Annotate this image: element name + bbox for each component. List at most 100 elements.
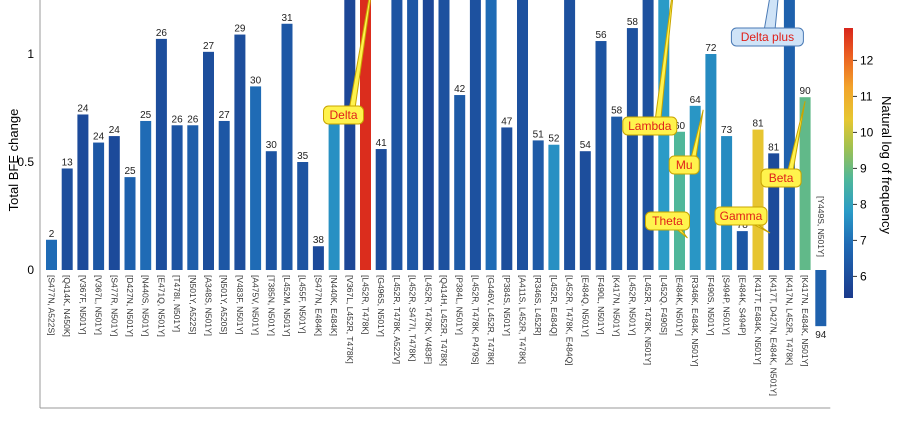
bar-rank-label: 72 [705,43,717,54]
bar [783,0,795,270]
y-tick-label: 0.5 [17,155,34,169]
annotation-callout: Delta plus [730,0,804,47]
x-tick-label: [Q414K, N450K] [62,275,72,337]
bar [721,136,733,270]
bar-rank-label: 30 [250,75,262,86]
x-tick-label: [V367L, N501Y] [94,275,104,335]
bar-rank-label: 94 [815,330,827,341]
bar [250,86,262,271]
x-tick-label: [L452M, N501Y] [282,275,292,336]
bar [77,114,89,270]
bar [265,151,277,270]
bar [171,125,183,270]
bar-rank-label: 64 [690,95,702,106]
bar [485,0,497,270]
colorbar-tick-label: 8 [860,197,867,211]
callout-box [323,105,364,125]
annotation-callout: Delta [323,0,371,125]
bar [705,54,717,270]
bar-rank-label: 52 [548,134,560,145]
x-tick-label: [L452R, T478K, E484Q] [565,275,575,366]
bar-rank-label: 29 [234,24,246,35]
colorbar-tick-label: 7 [860,233,867,247]
x-tick-label: [S477N, E484K] [313,275,323,336]
bar [532,140,544,270]
annotation-callout: Beta [760,101,806,188]
bar [674,131,685,270]
bar [124,177,136,270]
bar-rank-label: 81 [752,119,764,130]
x-tick-label: [E484K, S494P] [737,275,747,336]
x-tick-label: [A348S, N501Y] [204,275,214,336]
bar-rank-label: 54 [580,140,592,151]
colorbar-tick-label: 6 [860,269,867,283]
bar [579,151,591,270]
bar [281,23,293,271]
bar-rank-label: 25 [140,110,152,121]
bar [689,105,701,270]
x-tick-label: [L452R, N501Y] [627,275,637,335]
bar [768,153,780,270]
bar [61,168,73,270]
bar [438,0,450,270]
x-tick-label: [Q414H, L452R, T478K] [439,275,449,366]
bar [548,144,560,270]
callout-text: Mu [676,158,693,172]
bar [375,149,387,270]
bar-rank-label: 60 [674,121,686,132]
y-axis-label: Total BFE change [6,109,21,212]
bar-rank-label: 24 [109,125,121,136]
x-tick-label: [N440S, N501Y] [141,275,151,336]
bar [736,231,748,270]
x-tick-label: [A475V, N501Y] [251,275,261,335]
bar [501,127,513,270]
bar-rank-label: 73 [721,125,733,136]
callout-text: Beta [769,171,794,185]
bar [344,0,356,271]
x-tick-label: [E484K, N501Y] [675,275,685,336]
bar-rank-label: 78 [737,220,749,231]
bar [391,0,403,270]
x-tick-label: [E484Q, N501Y] [580,275,590,337]
bar [595,41,607,270]
x-tick-label: [T385N, N501Y] [266,275,276,336]
callout-box [622,116,678,136]
callout-text: Lambda [628,119,672,133]
x-tick-label: [V367F, N501Y] [78,275,88,335]
bar-rank-label: 90 [800,86,812,97]
bar [360,0,371,270]
bar-rank-label: 42 [454,84,466,95]
bar [626,28,638,270]
bar [407,0,419,270]
bar [140,120,152,271]
x-tick-label: [L452R, T478K, P479S] [470,275,480,365]
x-tick-label: [S477R, N501Y] [109,275,119,336]
annotation-callout: Lambda [622,0,678,136]
x-tick-label: [L452Q, F490S] [659,275,669,335]
bar [328,118,340,270]
bar [752,129,764,270]
x-tick-label: [F490S, N501Y] [706,275,716,335]
x-tick-label: [S477N, A522S] [47,275,57,336]
bar-rank-label: 25 [124,166,136,177]
x-tick-label: [L452R, E484Q] [549,275,559,336]
x-tick-label: [K417N, L452R, T478K] [784,275,794,365]
callout-box [760,168,802,188]
bar-rank-label: 13 [62,157,74,168]
x-tick-label: [N501Y, A520S] [219,275,229,334]
callout-text: Gamma [720,209,763,223]
callout-text: Theta [652,214,683,228]
x-tick-label: [N501Y, A522S] [188,275,198,334]
x-tick-label: [K417T, E484K, N501Y] [753,275,763,365]
x-tick-label: [L452R, T478K, A522V] [392,275,402,364]
variant-annotations: Delta Lambda Theta Mu Gamma Delta plus Beta [323,0,806,239]
x-tick-label: [R346S, L452R] [533,275,543,335]
bar-rank-label: 26 [156,28,168,39]
axes: 00.511.52 [17,0,831,409]
bar-rank-label: 30 [266,140,278,151]
x-tick-label: [L452R, T478K, N501Y] [643,275,653,365]
bar [297,162,309,270]
colorbar-tick-label: 11 [860,89,873,103]
x-tick-label: [K417N, E484K, N501Y] [800,275,810,367]
